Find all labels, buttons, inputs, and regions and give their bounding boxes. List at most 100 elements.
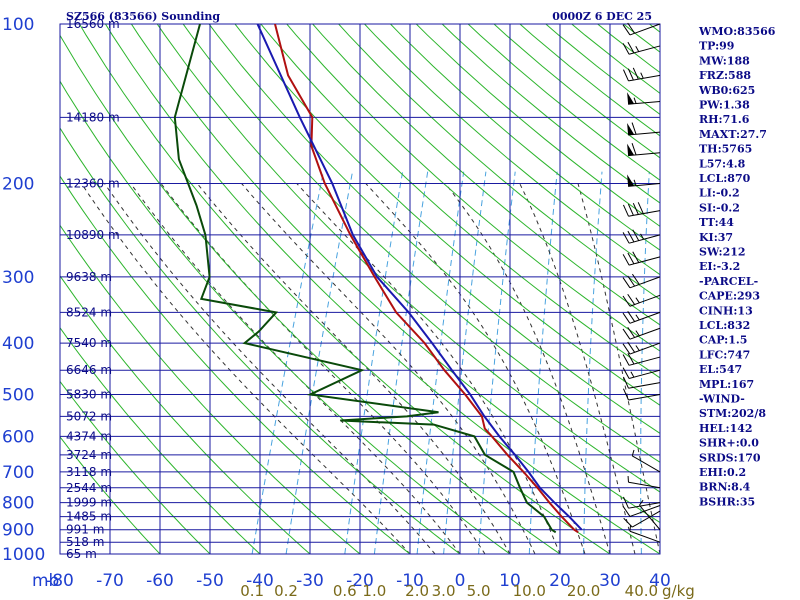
wind-barb-flag <box>622 312 631 324</box>
index-entry: BRN:8.4 <box>699 481 751 494</box>
pressure-tick-label: 100 <box>2 15 34 35</box>
index-entry: EHI:0.2 <box>699 466 746 479</box>
pressure-tick-label: 1000 <box>2 545 45 565</box>
mixing-ratio-label: g/kg <box>662 582 695 600</box>
wind-barb <box>622 352 661 366</box>
wind-barb-flag <box>622 328 631 340</box>
temperature-tick-label: 40 <box>649 571 671 591</box>
wind-barb-flag <box>622 295 631 307</box>
dry-adiabat <box>60 326 261 554</box>
wind-barb-staff <box>629 311 661 324</box>
wind-barb <box>622 273 661 289</box>
wind-barb-staff <box>628 234 661 244</box>
wind-barb <box>622 311 661 324</box>
height-label: 8524 m <box>66 305 112 319</box>
wind-barb-staff <box>629 327 661 340</box>
wind-barb-flag <box>627 326 636 338</box>
wind-barb-pennant <box>627 92 635 105</box>
height-label: 10890 m <box>66 228 120 242</box>
wind-barb <box>622 67 661 82</box>
wind-barb <box>629 525 661 543</box>
wind-barb <box>622 22 661 36</box>
wind-barb-half-flag <box>635 297 640 304</box>
height-label: 14180 m <box>66 110 120 124</box>
index-entry: EL:547 <box>699 363 742 376</box>
wind-barb-flag <box>622 69 629 82</box>
wind-barb-flag <box>627 252 635 265</box>
wind-barb-flag <box>627 294 636 305</box>
wind-barb <box>622 251 661 266</box>
mixing-ratio-line <box>528 171 558 554</box>
temperature-tick-label: 10 <box>499 571 521 591</box>
sounding-time: 0000Z 6 DEC 25 <box>552 10 652 23</box>
grid <box>59 23 661 555</box>
wind-barb-flag <box>622 388 629 401</box>
wind-barb <box>622 388 661 401</box>
mixing-ratio-label: 10.0 <box>513 582 546 600</box>
wind-barb-flag <box>622 367 630 379</box>
mixing-ratio-lines <box>251 171 650 554</box>
temperature-tick-label: 0 <box>455 571 466 591</box>
index-entry: RH:71.6 <box>699 113 750 126</box>
index-entry: FRZ:588 <box>699 69 751 82</box>
mixing-ratio-label: 2.0 <box>405 582 429 600</box>
wind-barb-staff <box>628 256 661 266</box>
wind-barb-staff <box>629 23 661 36</box>
wind-barb-half-flag <box>629 525 632 532</box>
pressure-tick-label: 400 <box>2 334 34 354</box>
mixing-ratio-label: 0.1 <box>240 582 264 600</box>
index-entry: KI:37 <box>699 231 733 244</box>
pressure-tick-label: 700 <box>2 463 34 483</box>
mixing-ratio-line <box>285 171 353 554</box>
index-entry: WB0:625 <box>698 84 755 97</box>
wind-barb-flag <box>622 43 630 55</box>
wind-barb-staff <box>628 183 661 187</box>
wind-barb-staff <box>628 502 661 509</box>
dry-adiabat <box>60 436 161 554</box>
index-entry: CINH:13 <box>699 304 753 317</box>
index-entry: MAXT:27.7 <box>699 128 767 141</box>
wind-barb-half-flag <box>635 314 640 321</box>
parcel-line <box>256 24 583 531</box>
height-label: 5830 m <box>66 387 112 401</box>
index-entry: LCL:870 <box>699 172 751 185</box>
index-entry: TT:44 <box>699 216 734 229</box>
wind-barb-flag <box>622 254 630 266</box>
wind-barb-flag <box>622 376 629 389</box>
height-label: 991 m <box>66 523 104 537</box>
wind-barb-flag <box>631 143 637 156</box>
height-label: 16560 m <box>66 17 120 31</box>
index-entry: TH:5765 <box>699 143 752 156</box>
wind-barb-staff <box>628 100 661 105</box>
temperature-tick-label: -40 <box>246 571 274 591</box>
height-label: 4374 m <box>66 429 112 443</box>
index-entry: STM:202/8 <box>699 407 766 420</box>
mixing-ratio-line <box>416 171 465 554</box>
index-entry: L57:4.8 <box>699 157 746 170</box>
wind-barb-flag <box>632 67 639 80</box>
wind-barb-half-flag <box>630 371 635 378</box>
wind-barb-staff <box>628 45 661 55</box>
wind-barbs <box>622 22 661 543</box>
mixing-ratio-label: 40.0 <box>625 582 658 600</box>
index-entry: EI:-3.2 <box>699 260 740 273</box>
wind-barb-flag <box>637 202 644 214</box>
wind-barb-flag <box>622 505 631 517</box>
wind-barb-half-flag <box>635 345 640 351</box>
wind-barb-staff <box>629 530 661 543</box>
wind-barb-flag <box>627 230 635 243</box>
height-label: 3724 m <box>66 448 112 462</box>
temperature-tick-label: -80 <box>46 571 74 591</box>
wind-barb <box>622 202 661 217</box>
wind-barb-staff <box>629 294 661 307</box>
wind-barb-flag <box>627 22 636 34</box>
height-label: 9638 m <box>66 270 112 284</box>
wind-barb <box>622 326 661 340</box>
index-entry: SI:-0.2 <box>699 201 740 214</box>
wind-barb <box>622 496 661 509</box>
wind-barb-staff <box>628 131 661 136</box>
wind-barb-staff <box>628 382 661 389</box>
mixing-ratio-line <box>640 171 650 554</box>
mixing-ratio-label: 1.0 <box>362 582 386 600</box>
